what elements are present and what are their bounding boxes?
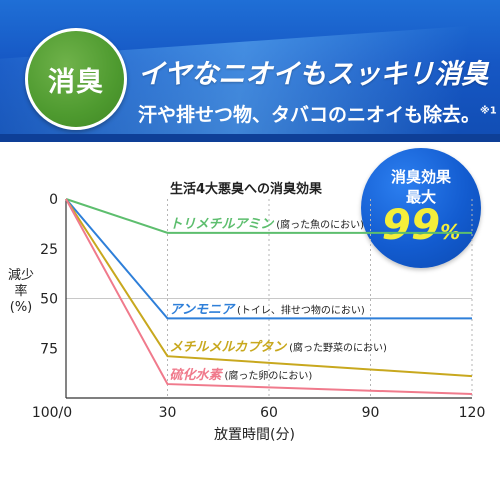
axis-layer bbox=[65, 199, 472, 399]
grid-layer bbox=[66, 199, 473, 398]
effect-badge-percent-value: 99 bbox=[381, 200, 441, 249]
x-tick-label-120: 120 bbox=[459, 405, 486, 421]
effect-badge: 消臭効果 最大 99% bbox=[361, 148, 481, 268]
series-note-3: (腐った野菜のにおい) bbox=[289, 341, 387, 354]
series-note-1: (腐った魚のにおい) bbox=[276, 218, 364, 231]
series-note-2: (トイレ、排せつ物のにおい) bbox=[237, 303, 365, 316]
x-tick-label-30: 30 bbox=[159, 405, 177, 421]
series-note-4: (腐った卵のにおい) bbox=[225, 369, 313, 382]
subline-text: 汗や排せつ物、タバコのニオイも除去。 bbox=[138, 104, 481, 126]
headline: イヤなニオイもスッキリ消臭 bbox=[138, 59, 489, 90]
footnote-mark: ※1 bbox=[480, 105, 497, 117]
y-tick-label-50: 50 bbox=[40, 292, 58, 308]
series-name-4: 硫化水素 bbox=[170, 367, 224, 383]
series-label-3: メチルメルカプタン (腐った野菜のにおい) bbox=[170, 339, 388, 355]
subline: 汗や排せつ物、タバコのニオイも除去。※1 bbox=[138, 100, 497, 127]
y-axis-label: 減少率(%) bbox=[7, 268, 34, 315]
y-tick-label-75: 75 bbox=[40, 341, 58, 357]
x-axis-label: 放置時間(分) bbox=[214, 427, 295, 443]
effect-badge-line2: 最大 bbox=[405, 188, 436, 206]
series-name-1: トリメチルアミン bbox=[170, 217, 275, 232]
deodorize-badge-label: 消臭 bbox=[48, 66, 104, 98]
x-tick-label-60: 60 bbox=[260, 405, 278, 421]
series-name-3: メチルメルカプタン bbox=[170, 339, 288, 355]
series-layer bbox=[65, 198, 473, 396]
series-label-2: アンモニア (トイレ、排せつ物のにおい) bbox=[170, 302, 365, 317]
chart-title: 生活4大悪臭への消臭効果 bbox=[170, 182, 323, 197]
label-layer: 0 25 50 75 100/0 30 60 90 120 トリメチルアミン (腐った魚のにおい) ア… bbox=[32, 192, 486, 421]
series-label-1: トリメチルアミン (腐った魚のにおい) bbox=[170, 217, 365, 232]
origin-label: 100/0 bbox=[32, 405, 72, 421]
header-banner: 消臭 イヤなニオイもスッキリ消臭 汗や排せつ物、タバコのニオイも除去。※1 bbox=[0, 0, 500, 142]
y-tick-label-0: 0 bbox=[49, 192, 58, 208]
effect-badge-line1: 消臭効果 bbox=[390, 168, 451, 186]
series-name-2: アンモニア bbox=[170, 302, 236, 317]
deodorize-badge: 消臭 bbox=[25, 28, 127, 130]
x-tick-label-90: 90 bbox=[362, 405, 380, 421]
y-tick-label-25: 25 bbox=[40, 242, 58, 258]
series-label-4: 硫化水素 (腐った卵のにおい) bbox=[170, 367, 313, 383]
